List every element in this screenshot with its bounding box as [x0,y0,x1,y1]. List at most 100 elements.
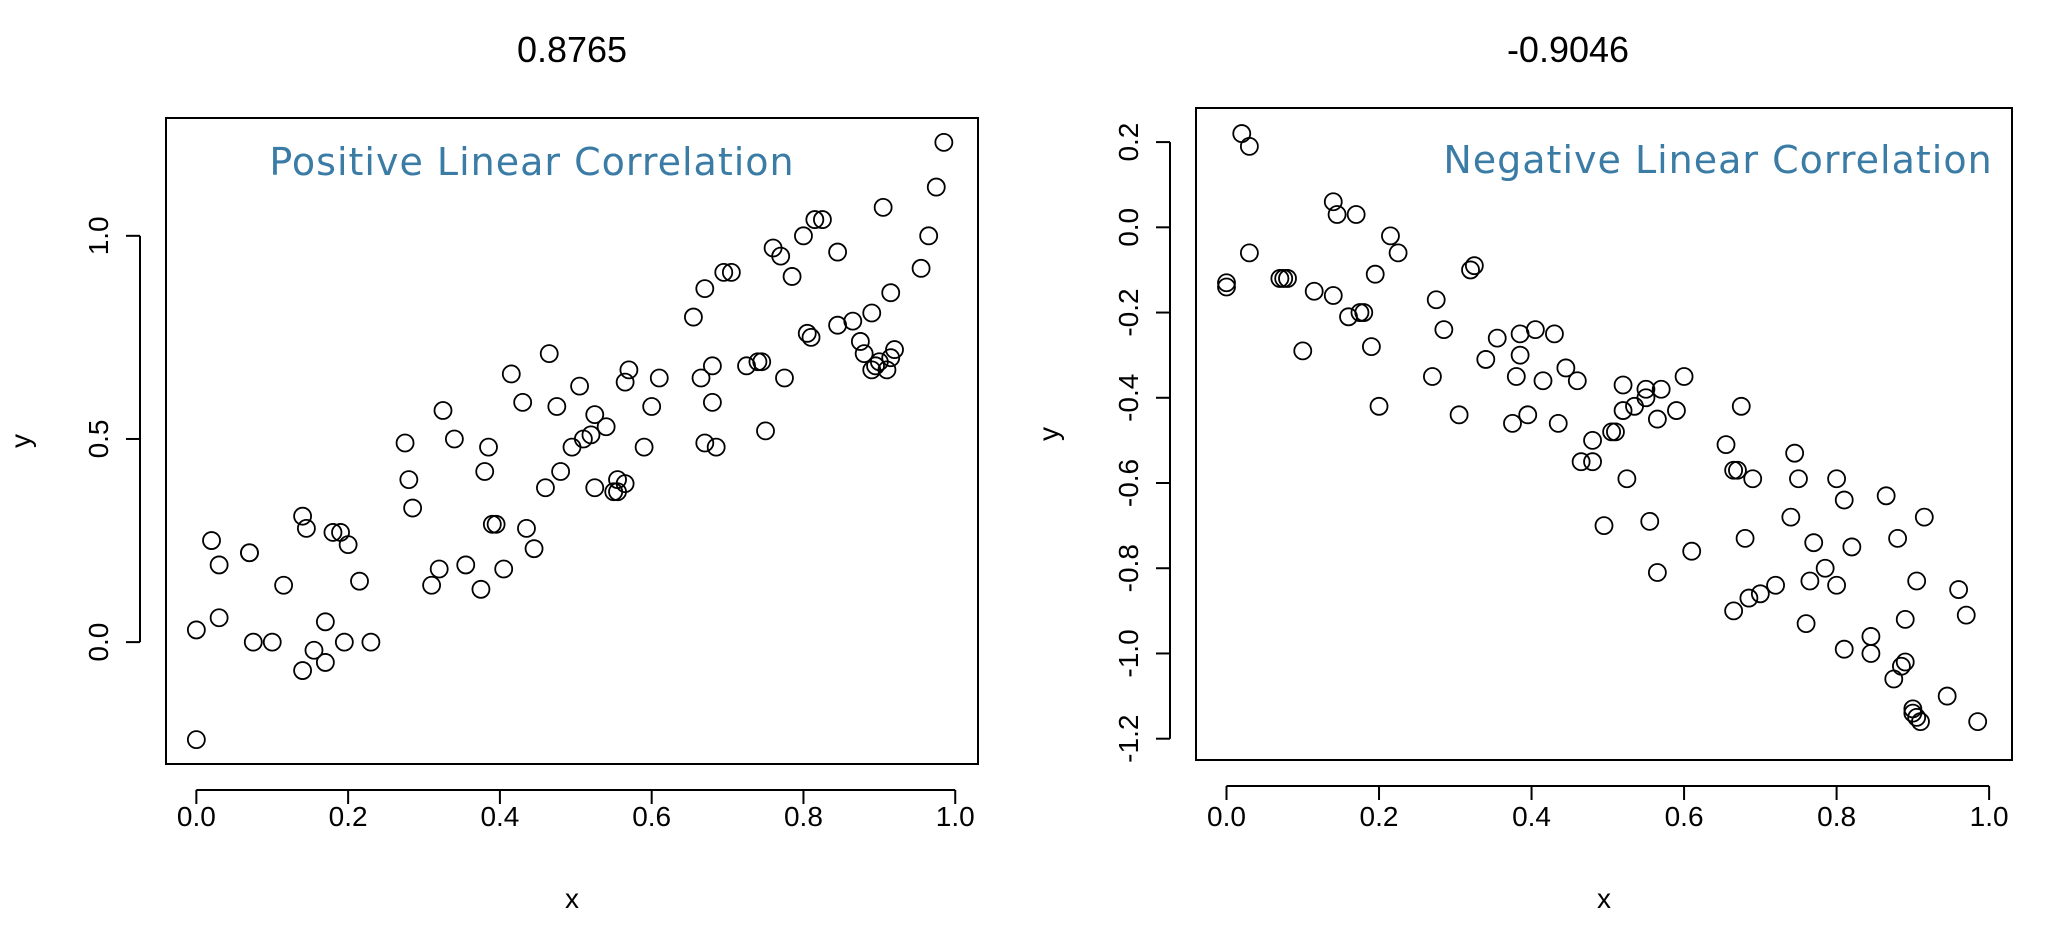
data-point [444,429,464,449]
data-point [524,539,544,559]
data-point [619,360,639,380]
data-point [1594,516,1614,536]
positive-correlation-panel: 0.8765 0.0 0.2 0.4 0.6 0.8 1.0 0.0 0.5 1.0 x y Posit… [5,29,979,914]
data-point [706,437,726,457]
data-point [1907,707,1927,727]
data-point [1895,652,1915,672]
data-point [1735,529,1755,548]
data-point [881,283,901,303]
data-point [1884,669,1904,689]
data-point [456,555,476,575]
y-tick-label: -0.8 [1113,544,1144,592]
data-point [361,632,381,652]
data-point [539,344,559,364]
data-point [926,177,946,197]
y-tick-label: 0.5 [83,419,114,458]
data-point [551,462,571,481]
data-point [486,514,506,534]
x-tick-label: 0.8 [784,801,823,832]
y-tick-label: 0.2 [1113,123,1144,162]
data-point [1423,367,1442,386]
data-point [1914,507,1934,527]
data-point [1510,345,1530,365]
data-point [843,311,863,331]
data-point [315,653,335,672]
data-point [1834,490,1854,510]
data-point [649,368,669,388]
data-point [1548,413,1568,433]
data-point [243,632,263,652]
data-point [338,535,358,555]
data-point [752,352,772,372]
data-point [1461,260,1480,280]
data-point [429,559,449,579]
data-point [581,425,601,445]
y-axis-label: y [1033,427,1064,441]
y-tick-label: 1.0 [83,216,114,255]
data-point [1842,537,1862,557]
data-point [315,612,335,632]
y-tick-label: -1.0 [1113,629,1144,677]
data-point [702,393,722,412]
data-point [1789,469,1808,489]
data-point [1827,575,1846,595]
data-point [1506,367,1526,386]
data-point [1796,614,1816,634]
data-point [919,226,939,246]
data-point [934,132,954,152]
correlation-annotation: Negative Linear Correlation [1443,138,1992,182]
data-point [1716,435,1736,455]
data-point [615,372,635,392]
data-point [1323,192,1343,212]
data-point [350,571,369,591]
data-point [797,323,817,343]
data-point [536,478,555,498]
data-point [596,417,616,437]
data-point [1827,469,1846,489]
data-point [1545,324,1564,344]
data-point [209,608,229,628]
data-point [240,543,259,563]
data-point [1239,243,1259,263]
data-point [1327,205,1347,224]
data-point [293,506,312,526]
y-tick-label: 0.0 [1113,208,1144,247]
data-point [585,405,605,424]
data-point [479,437,498,457]
data-point [642,397,662,416]
data-point [1674,367,1694,386]
data-point [1781,507,1801,527]
data-point [782,267,802,286]
data-point [1350,303,1370,322]
plot-frame [165,117,979,765]
data-point [1339,307,1358,327]
data-point [482,514,502,534]
data-point [1731,396,1751,416]
data-point [186,620,206,640]
data-point [1892,656,1911,676]
data-point [1503,413,1522,433]
data-point [1682,541,1702,561]
data-point [1804,533,1824,553]
data-point [1323,286,1343,305]
data-point [737,356,756,376]
data-point [1800,571,1820,591]
data-point [1293,341,1313,361]
data-point [304,640,324,660]
data-point [547,397,567,416]
data-point [794,226,813,246]
data-point [1613,401,1633,420]
data-point [1815,558,1835,578]
data-point [274,575,294,595]
data-point [471,579,491,599]
data-point [813,210,832,229]
data-point [293,661,312,680]
data-point [850,332,870,351]
data-point [615,474,635,494]
data-point [1434,320,1454,339]
data-point [1647,563,1667,582]
data-point [1937,686,1957,706]
data-point [1362,337,1381,357]
data-point [1346,205,1366,224]
x-tick-label: 0.6 [632,801,671,832]
